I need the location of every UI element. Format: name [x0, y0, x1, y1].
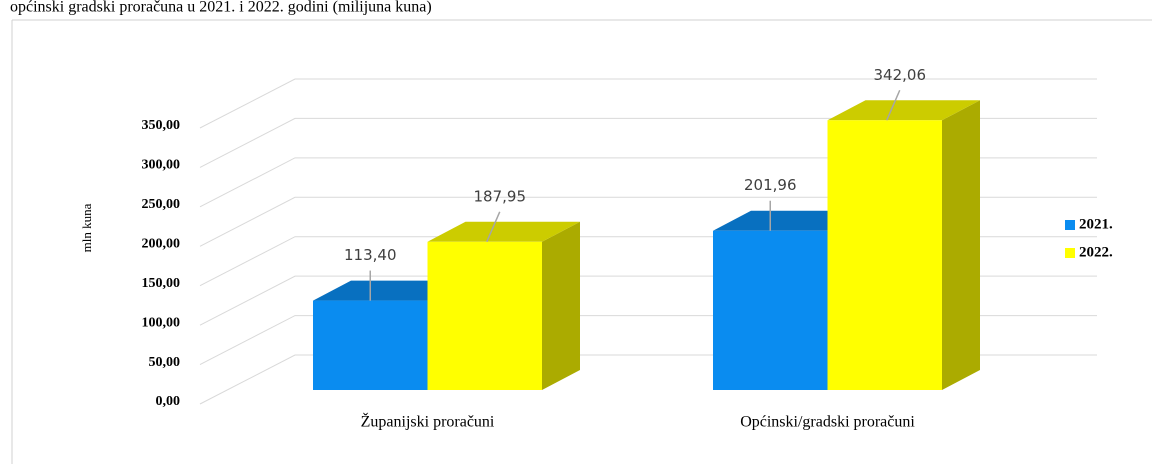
bar	[427, 241, 542, 390]
legend-swatch	[1065, 248, 1075, 258]
x-tick-label: Županijski proračuni	[361, 412, 495, 431]
leader-line	[886, 89, 901, 121]
bar-top	[313, 280, 466, 301]
legend-label: 2021.	[1079, 216, 1113, 232]
y-tick-label: 300,00	[142, 158, 181, 173]
y-tick-label: 100,00	[142, 315, 181, 330]
bar-top	[827, 100, 980, 121]
value-label: 113,40	[344, 246, 397, 264]
bar-side	[542, 221, 580, 390]
y-tick-label: 200,00	[142, 237, 181, 252]
leader-line	[486, 211, 501, 243]
y-tick-label: 0,00	[156, 394, 181, 409]
bar-top	[713, 210, 866, 231]
grid-line	[199, 78, 1097, 129]
y-tick-label: 150,00	[142, 276, 181, 291]
chart-title: općinski gradski proračuna u 2021. i 202…	[10, 0, 432, 16]
legend-swatch	[1065, 220, 1075, 230]
value-label: 201,96	[744, 176, 797, 194]
legend-label: 2022.	[1079, 244, 1113, 260]
y-tick-label: 50,00	[149, 355, 181, 370]
value-label: 187,95	[474, 187, 527, 205]
bar-side	[942, 100, 980, 390]
grid-line	[199, 117, 1097, 168]
y-axis-label: mln kuna	[79, 203, 94, 252]
bar	[313, 300, 428, 390]
bar	[713, 230, 828, 390]
value-label: 342,06	[874, 66, 927, 84]
y-tick-label: 250,00	[142, 197, 181, 212]
x-tick-label: Općinski/gradski proračuni	[740, 414, 915, 431]
bar-top	[427, 221, 580, 242]
bar	[827, 120, 942, 390]
y-tick-label: 350,00	[142, 118, 181, 133]
